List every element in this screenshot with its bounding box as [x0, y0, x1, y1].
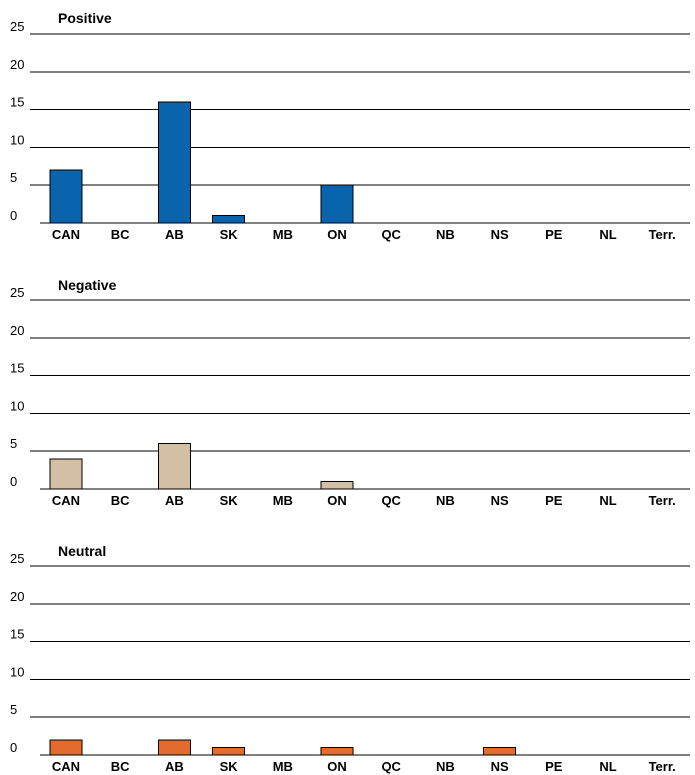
x-tick-label: NB	[436, 759, 455, 774]
x-tick-label: MB	[273, 227, 293, 242]
x-tick-label: Terr.	[649, 759, 676, 774]
x-tick-label: PE	[545, 493, 563, 508]
y-tick-label: 5	[10, 702, 17, 717]
y-tick-label: 5	[10, 170, 17, 185]
y-tick-label: 25	[10, 285, 24, 300]
x-tick-label: NS	[491, 493, 509, 508]
x-tick-label: NS	[491, 759, 509, 774]
y-tick-label: 10	[10, 664, 24, 679]
bar	[157, 443, 191, 490]
bar	[212, 214, 246, 224]
x-tick-label: NS	[491, 227, 509, 242]
x-tick-label: Terr.	[649, 493, 676, 508]
x-tick-label: CAN	[52, 759, 80, 774]
x-tick-label: CAN	[52, 493, 80, 508]
y-tick-label: 15	[10, 627, 24, 642]
x-tick-label: ON	[327, 493, 347, 508]
bar	[320, 184, 354, 224]
bar	[320, 746, 354, 756]
y-tick-label: 20	[10, 57, 24, 72]
chart-title: Negative	[58, 277, 117, 293]
x-tick-label: NB	[436, 493, 455, 508]
x-tick-label: BC	[111, 759, 130, 774]
x-tick-label: QC	[381, 227, 401, 242]
y-tick-label: 10	[10, 132, 24, 147]
chart-neutral: Neutral 0 5 10 15 20 25 CAN BC AB SK MB ON QC NB NS PE N…	[10, 543, 690, 774]
y-tick-label: 10	[10, 398, 24, 413]
x-tick-label: ON	[327, 759, 347, 774]
x-tick-label: NL	[599, 493, 616, 508]
y-tick-label: 20	[10, 323, 24, 338]
x-tick-label: ON	[327, 227, 347, 242]
x-tick-label: PE	[545, 759, 563, 774]
y-tick-label: 25	[10, 19, 24, 34]
x-tick-label: SK	[220, 759, 239, 774]
x-tick-label: QC	[381, 493, 401, 508]
bar	[49, 169, 83, 224]
y-tick-label: 0	[10, 208, 17, 223]
x-tick-label: MB	[273, 759, 293, 774]
bar	[49, 458, 83, 490]
chart-title: Positive	[58, 10, 112, 26]
bar	[320, 480, 354, 490]
chart-positive: Positive 0 5 10 15 20 25 CAN BC AB SK MB ON QC NB NS PE…	[10, 10, 690, 242]
x-tick-label: NL	[599, 227, 616, 242]
x-tick-label: QC	[381, 759, 401, 774]
y-tick-label: 0	[10, 474, 17, 489]
y-tick-label: 15	[10, 361, 24, 376]
x-tick-label: SK	[220, 227, 239, 242]
y-tick-label: 0	[10, 740, 17, 755]
bar	[157, 101, 191, 224]
x-tick-label: AB	[165, 227, 184, 242]
x-tick-label: MB	[273, 493, 293, 508]
x-tick-label: SK	[220, 493, 239, 508]
x-tick-label: PE	[545, 227, 563, 242]
x-tick-label: Terr.	[649, 227, 676, 242]
y-tick-label: 20	[10, 589, 24, 604]
x-tick-label: NL	[599, 759, 616, 774]
x-tick-label: BC	[111, 227, 130, 242]
bar	[49, 739, 83, 756]
x-tick-label: NB	[436, 227, 455, 242]
x-tick-label: AB	[165, 759, 184, 774]
bar	[157, 739, 191, 756]
y-tick-label: 25	[10, 551, 24, 566]
x-tick-label: CAN	[52, 227, 80, 242]
x-tick-label: AB	[165, 493, 184, 508]
bar	[483, 746, 517, 756]
x-tick-label: BC	[111, 493, 130, 508]
y-tick-label: 15	[10, 95, 24, 110]
y-tick-label: 5	[10, 436, 17, 451]
chart-negative: Negative 0 5 10 15 20 25 CAN BC AB SK MB ON QC NB NS PE…	[10, 277, 690, 508]
chart-title: Neutral	[58, 543, 106, 559]
bar	[212, 746, 246, 756]
